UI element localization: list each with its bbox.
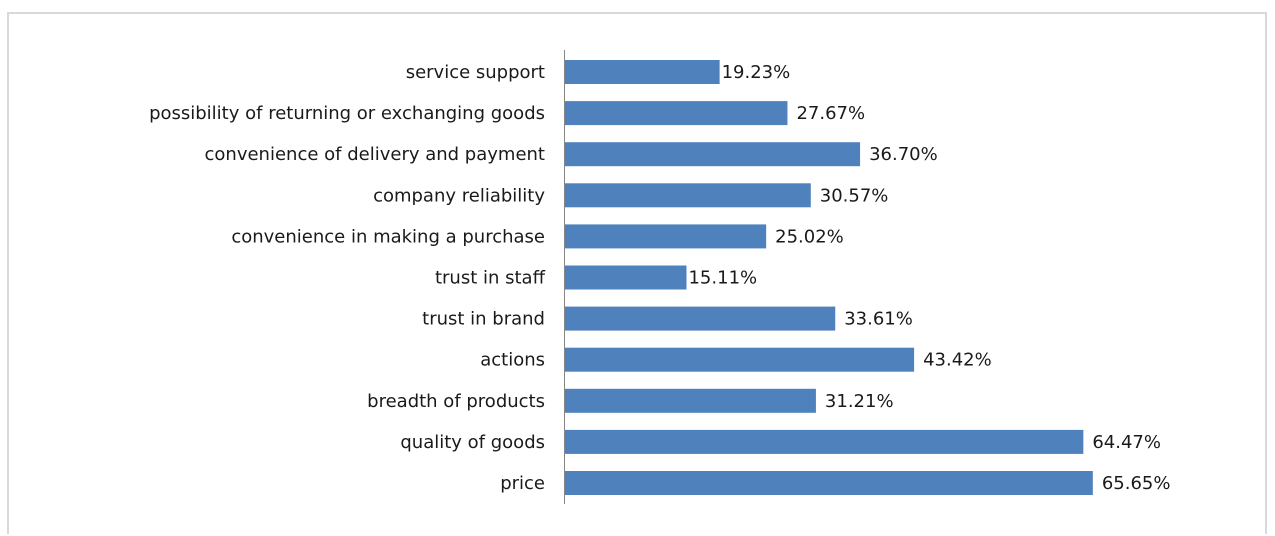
value-label: 43.42% bbox=[923, 350, 992, 371]
value-label: 31.21% bbox=[825, 391, 894, 412]
bar-6 bbox=[565, 306, 836, 331]
bar-5 bbox=[565, 265, 687, 290]
value-label: 33.61% bbox=[844, 309, 913, 330]
bar-3 bbox=[565, 183, 811, 208]
category-label: trust in brand bbox=[422, 309, 545, 330]
value-labels: 19.23%27.67%36.70% 30.57% 25.02% 15.11% 33.6… bbox=[688, 62, 1170, 494]
category-label: breadth of products bbox=[367, 391, 545, 412]
category-label: convenience in making a purchase bbox=[231, 226, 545, 247]
bar-10 bbox=[565, 471, 1093, 495]
category-label: quality of goods bbox=[400, 432, 545, 453]
value-label: 19.23% bbox=[722, 62, 791, 83]
category-label: service support bbox=[406, 62, 545, 83]
value-label: 30.57% bbox=[820, 185, 889, 206]
value-label: 64.47% bbox=[1092, 432, 1161, 453]
bar-4 bbox=[565, 224, 767, 249]
bar-9 bbox=[565, 429, 1084, 454]
bar-1 bbox=[565, 101, 788, 126]
category-label: trust in staff bbox=[435, 268, 546, 289]
category-label: possibility of returning or exchanging g… bbox=[149, 103, 545, 124]
category-label: convenience of delivery and payment bbox=[205, 144, 545, 165]
value-label: 65.65% bbox=[1102, 473, 1171, 494]
category-labels: service support possibility of returning … bbox=[149, 62, 546, 494]
bars-layer bbox=[565, 60, 1093, 495]
value-label: 15.11% bbox=[688, 268, 757, 289]
bar-0 bbox=[565, 60, 720, 84]
bar-chart: service support possibility of returning … bbox=[149, 50, 1170, 504]
value-label: 25.02% bbox=[775, 226, 844, 247]
category-label: actions bbox=[480, 350, 545, 371]
category-label: company reliability bbox=[373, 185, 545, 206]
value-label: 27.67% bbox=[796, 103, 865, 124]
bar-7 bbox=[565, 347, 915, 372]
category-label: price bbox=[500, 473, 545, 494]
value-label: 36.70% bbox=[869, 144, 938, 165]
bar-8 bbox=[565, 388, 816, 413]
bar-2 bbox=[565, 142, 861, 167]
chart-frame: service support possibility of returning … bbox=[7, 12, 1267, 534]
